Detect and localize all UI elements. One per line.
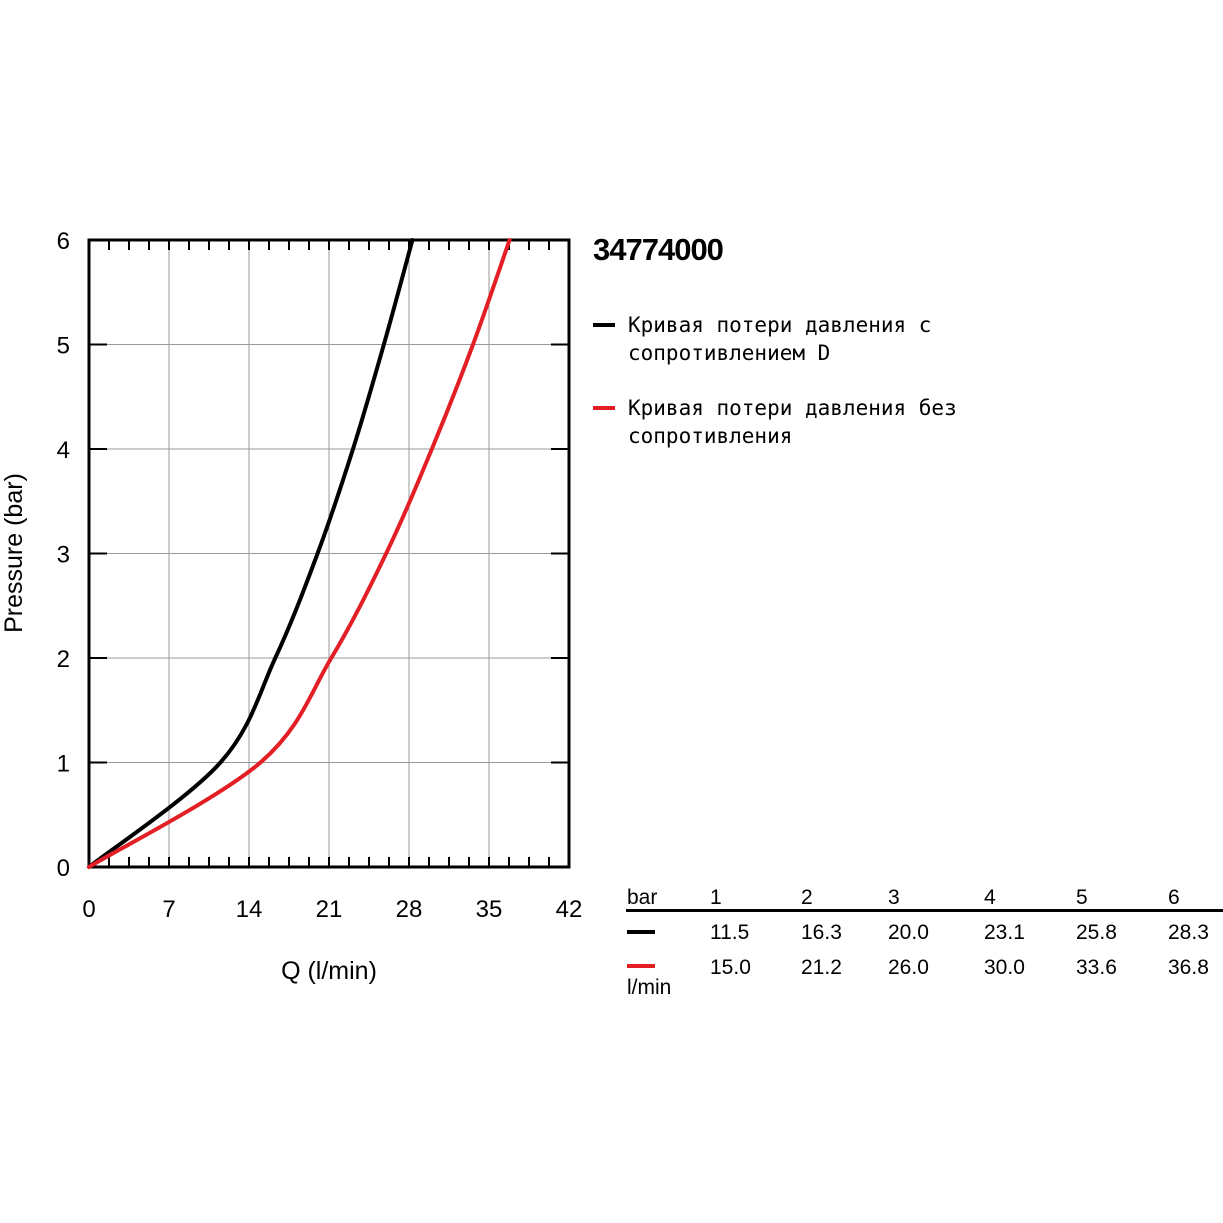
x-tick-label: 42 [556, 896, 583, 923]
y-tick-label: 0 [57, 855, 70, 882]
table-cell: 11.5 [710, 921, 750, 944]
chart-grid [89, 240, 569, 867]
table-cell: 36.8 [1168, 956, 1209, 979]
table-cell: 28.3 [1168, 921, 1209, 944]
table-cell: 16.3 [801, 921, 842, 944]
legend-swatch-black [593, 323, 615, 327]
table-row-swatch-black [627, 930, 655, 934]
y-tick-label: 2 [57, 646, 70, 673]
plot-frame [87, 238, 571, 869]
x-tick-labels: 0 7 14 21 28 35 42 [82, 896, 582, 923]
product-title: 34774000 [593, 232, 724, 267]
legend-text: Кривая потери давления без сопротивления [628, 396, 957, 448]
table-divider [626, 909, 1223, 912]
table-pressure-5: 5 [1076, 886, 1088, 909]
table-header-label: bar [627, 886, 658, 909]
x-tick-label: 35 [476, 896, 503, 923]
x-tick-label: 0 [82, 896, 95, 923]
table-pressure-3: 3 [888, 886, 900, 909]
table-row-swatch-red [627, 964, 655, 968]
y-tick-label: 6 [57, 228, 70, 255]
x-tick-label: 7 [162, 896, 175, 923]
y-tick-label: 4 [57, 437, 70, 464]
table-unit-label: l/min [627, 976, 672, 999]
table-cell: 21.2 [801, 956, 842, 979]
table-cell: 30.0 [984, 956, 1025, 979]
y-tick-label: 5 [57, 333, 70, 360]
legend-text: Кривая потери давления с сопротивлением … [628, 313, 932, 365]
x-tick-label: 14 [236, 896, 263, 923]
table-pressure-2: 2 [801, 886, 813, 909]
y-tick-label: 3 [57, 542, 70, 569]
table-cell: 25.8 [1076, 921, 1117, 944]
table-pressure-1: 1 [710, 886, 722, 909]
x-tick-label: 28 [396, 896, 423, 923]
table-pressure-4: 4 [984, 886, 996, 909]
table-cell: 15.0 [710, 956, 751, 979]
x-axis-label: Q (l/min) [281, 957, 377, 985]
table-cell: 33.6 [1076, 956, 1117, 979]
legend-swatch-red [593, 406, 615, 410]
y-tick-labels: 0 1 2 3 4 5 6 [57, 228, 70, 882]
table-cell: 26.0 [888, 956, 929, 979]
table-cell: 23.1 [984, 921, 1025, 944]
y-tick-label: 1 [57, 751, 70, 778]
series-line-without-resistance [87, 238, 512, 869]
table-cell: 20.0 [888, 921, 929, 944]
x-tick-label: 21 [316, 896, 343, 923]
table-pressure-6: 6 [1168, 886, 1180, 909]
y-axis-label: Pressure (bar) [0, 473, 28, 633]
chart-series [87, 238, 512, 869]
series-line-with-resistance [87, 238, 415, 869]
